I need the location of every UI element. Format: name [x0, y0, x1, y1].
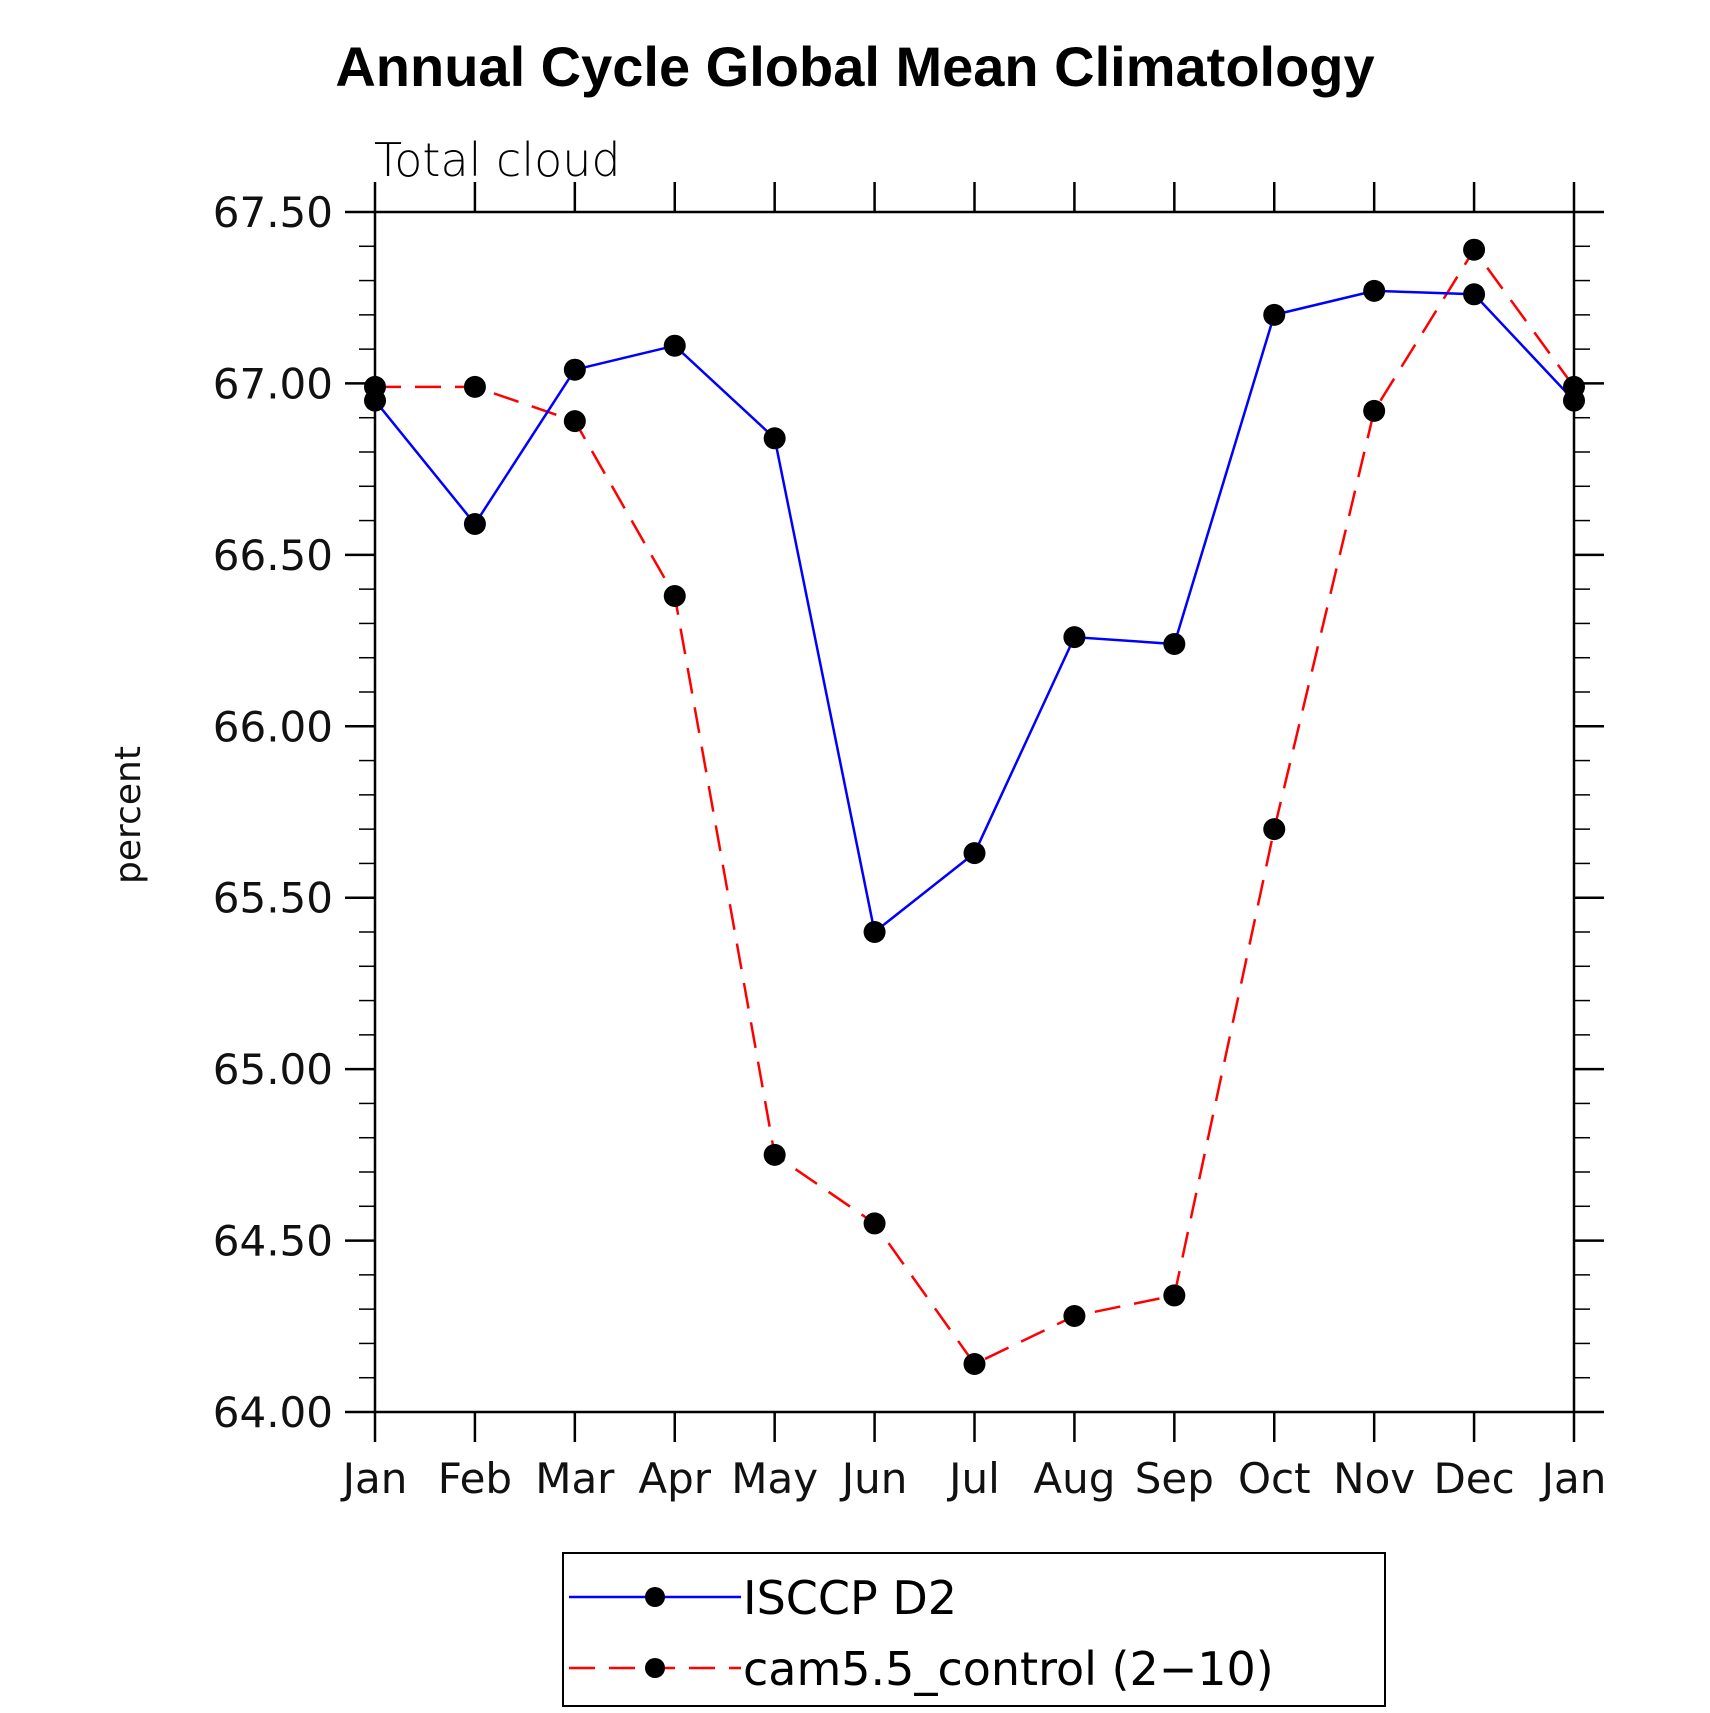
series-1-point: [1463, 238, 1486, 261]
series-1-point: [1363, 399, 1386, 422]
series-1-point: [563, 410, 586, 433]
y-tick-label: 66.50: [213, 531, 333, 580]
x-tick-label: May: [731, 1454, 818, 1503]
y-tick-label: 66.00: [213, 702, 333, 751]
legend-marker-isccp: [645, 1587, 665, 1607]
series-0-point: [463, 513, 486, 535]
x-tick-label: Sep: [1135, 1454, 1214, 1503]
y-tick-label: 64.50: [213, 1217, 333, 1266]
legend-label-isccp: ISCCP D2: [743, 1571, 957, 1625]
series-0-point: [364, 389, 386, 412]
x-tick-label: Oct: [1238, 1454, 1311, 1503]
series-0-point: [1463, 283, 1486, 306]
series-0-point: [1063, 626, 1086, 649]
series-0-point: [1563, 389, 1585, 412]
series-0-point: [1163, 633, 1186, 655]
x-tick-label: Apr: [638, 1454, 711, 1503]
series-0-point: [963, 842, 986, 865]
chart-subtitle: Total cloud: [374, 133, 621, 187]
x-tick-label: Aug: [1033, 1454, 1115, 1503]
series-1-point: [1063, 1305, 1086, 1327]
legend-label-cam: cam5.5_control (2−10): [743, 1642, 1274, 1696]
series-1-point: [663, 585, 686, 607]
x-tick-label: Jan: [1539, 1454, 1607, 1503]
x-tick-label: Mar: [535, 1454, 615, 1503]
series-0-point: [763, 427, 786, 450]
x-tick-label: Jun: [839, 1454, 908, 1503]
legend-marker-cam: [645, 1658, 665, 1678]
y-tick-label: 65.00: [213, 1045, 333, 1094]
x-tick-label: Nov: [1333, 1454, 1415, 1503]
series-line-1: [375, 247, 1576, 1366]
series-1-point: [963, 1353, 986, 1375]
series-0-point: [863, 921, 886, 943]
y-tick-label: 67.50: [213, 188, 333, 237]
x-tick-label: Dec: [1433, 1454, 1514, 1503]
series-0-point: [663, 334, 686, 357]
plot-frame: [373, 210, 1576, 1414]
y-tick-label: 67.00: [213, 359, 333, 408]
series-0-point: [563, 358, 586, 381]
series-1-point: [1163, 1284, 1186, 1307]
plot-axes: 64.00 64.50 65.00 65.50 66.00 66.50 67.00 67.50…: [213, 182, 1607, 1503]
series-0-point: [1363, 279, 1386, 302]
x-tick-label: Jul: [946, 1454, 1000, 1503]
series-0-point: [1263, 303, 1286, 326]
legend-box: [562, 1552, 1386, 1707]
series-1-point: [1263, 818, 1286, 841]
series-line-0: [374, 289, 1575, 935]
y-tick-label: 64.00: [213, 1388, 333, 1437]
chart-title: Annual Cycle Global Mean Climatology: [335, 35, 1374, 98]
x-tick-label: Jan: [340, 1454, 408, 1503]
series-1-point: [763, 1143, 786, 1166]
x-tick-label: Feb: [438, 1454, 512, 1503]
legend: ISCCP D2 cam5.5_control (2−10): [562, 1552, 1386, 1707]
series-1-point: [863, 1212, 886, 1235]
series-layer: [364, 238, 1585, 1375]
y-axis-label: percent: [108, 746, 149, 884]
series-1-point: [463, 375, 486, 398]
y-tick-label: 65.50: [213, 874, 333, 923]
